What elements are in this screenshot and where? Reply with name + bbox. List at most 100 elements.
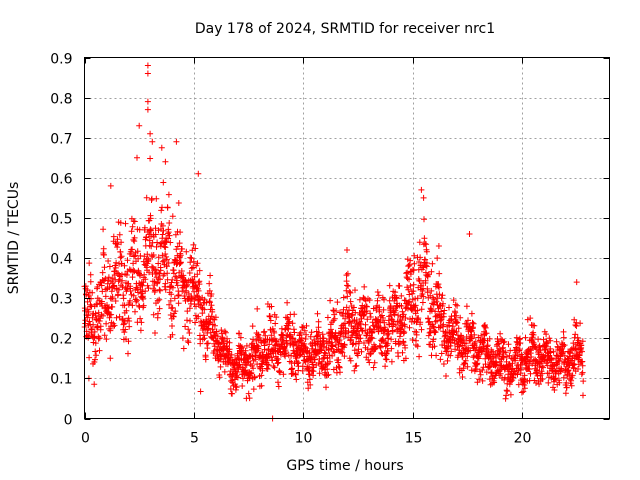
data-point [336, 337, 343, 343]
data-point [418, 326, 425, 333]
data-point [160, 179, 167, 186]
y-tick-label: 0.8 [50, 92, 72, 108]
data-point [141, 271, 148, 278]
data-point [484, 343, 491, 350]
data-points [81, 62, 587, 422]
data-point [87, 278, 94, 285]
data-point [388, 358, 395, 365]
data-point [136, 122, 143, 129]
data-point [298, 335, 305, 341]
data-point [420, 293, 427, 300]
data-point [330, 307, 337, 314]
data-point [250, 386, 257, 393]
data-point [480, 364, 487, 371]
data-point [569, 372, 576, 379]
data-point [337, 369, 343, 376]
data-point [306, 376, 313, 383]
data-point [240, 375, 246, 382]
data-point [160, 257, 167, 264]
data-point [437, 317, 444, 324]
data-point [207, 299, 213, 306]
data-point [152, 231, 159, 238]
y-tick-label: 0.2 [50, 332, 72, 348]
data-point [96, 318, 103, 324]
data-point [234, 369, 241, 375]
data-point [385, 335, 392, 342]
data-point [417, 319, 424, 326]
data-point [438, 350, 445, 357]
data-point [92, 310, 99, 317]
data-point [395, 341, 402, 348]
data-point [450, 297, 457, 304]
data-point [277, 369, 283, 376]
plot-frame [84, 57, 610, 419]
data-point [204, 345, 211, 352]
data-point [220, 337, 227, 344]
y-axis-label: SRMTID / TECUs [6, 182, 22, 295]
data-point [485, 349, 492, 356]
data-point [482, 355, 489, 362]
data-point [461, 360, 468, 367]
data-point [572, 331, 579, 338]
data-point [123, 286, 130, 293]
data-point [463, 340, 469, 347]
data-point [575, 337, 582, 344]
data-point [364, 303, 370, 310]
data-point [388, 345, 395, 352]
data-point [502, 349, 509, 356]
data-point [186, 330, 193, 336]
data-point [536, 364, 543, 370]
data-point [580, 392, 586, 399]
x-tick-label: 0 [81, 431, 90, 447]
data-point [327, 326, 334, 333]
data-point [121, 320, 127, 327]
x-tick-label: 15 [405, 431, 423, 447]
data-point [250, 336, 257, 343]
axis-ticks: 0 0.1 0.2 0.3 0.4 0.5 0.6 0.7 0.8 0.9 0 5 10 15 20 [50, 52, 610, 447]
data-point [321, 349, 328, 356]
data-point [98, 282, 105, 289]
data-point [250, 365, 257, 372]
data-point [246, 374, 253, 381]
data-point [459, 374, 466, 380]
data-point [526, 358, 532, 365]
data-point [324, 372, 331, 379]
data-point [287, 331, 294, 338]
data-point [412, 302, 419, 309]
data-point [150, 311, 157, 318]
data-point [424, 289, 431, 296]
data-point [129, 274, 136, 281]
data-point [255, 345, 262, 352]
data-point [471, 331, 478, 338]
data-point [137, 327, 144, 334]
data-point [207, 272, 214, 279]
data-point [423, 241, 430, 248]
data-point [553, 338, 560, 345]
data-point [172, 273, 179, 280]
data-point [187, 317, 193, 324]
data-point [206, 298, 213, 305]
data-point [531, 341, 538, 348]
data-point [194, 271, 201, 278]
data-point [205, 325, 212, 332]
data-point [428, 268, 435, 275]
data-point [148, 243, 155, 250]
data-point [101, 264, 108, 271]
data-point [192, 245, 199, 252]
data-point [182, 323, 189, 330]
data-point [101, 332, 108, 339]
data-point [239, 383, 246, 389]
data-point [426, 325, 433, 332]
data-point [567, 350, 574, 357]
data-point [175, 300, 182, 307]
data-point [119, 277, 126, 284]
data-point [365, 356, 372, 363]
data-point [197, 388, 204, 395]
data-point [340, 294, 347, 301]
data-point [129, 246, 136, 253]
data-point [105, 258, 112, 264]
data-point [123, 307, 130, 314]
data-point [157, 267, 164, 274]
data-point [453, 328, 460, 335]
data-point [85, 308, 92, 315]
